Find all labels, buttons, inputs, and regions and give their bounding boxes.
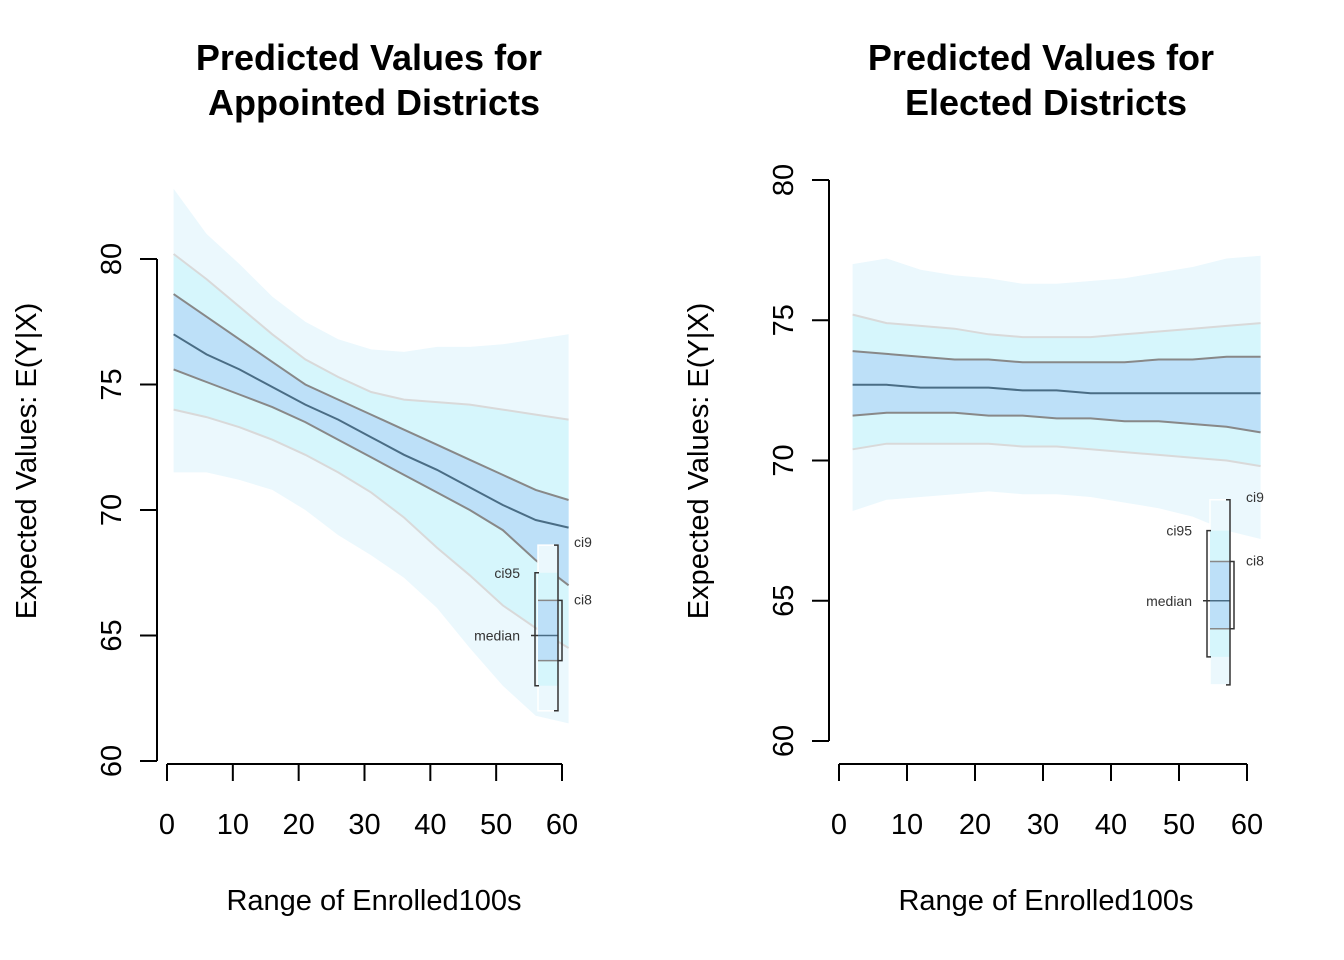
x-tick-label: 40 <box>1095 809 1127 841</box>
legend-ci80-label: ci8 <box>1246 552 1264 568</box>
x-axis-label: Range of Enrolled100s <box>226 885 521 917</box>
legend-median-label: median <box>474 628 520 644</box>
legend: median ci95 ci9 ci8 <box>1146 489 1264 686</box>
legend-ci99-label: ci9 <box>1246 489 1264 505</box>
y-tick-label: 60 <box>96 745 128 777</box>
legend-bracket <box>1206 529 1211 658</box>
x-tick-label: 20 <box>283 809 315 841</box>
x-tick-label: 0 <box>831 809 847 841</box>
chart-title-line1: Predicted Values for <box>868 37 1214 78</box>
x-tick-label: 30 <box>348 809 380 841</box>
y-tick-label: 75 <box>768 304 800 336</box>
ci95-lower-line <box>852 442 1261 468</box>
y-tick-label: 65 <box>96 619 128 651</box>
y-tick-label: 80 <box>768 164 800 196</box>
x-tick-label: 60 <box>546 809 578 841</box>
legend-ci95-label: ci95 <box>1166 523 1192 539</box>
x-tick-label: 10 <box>217 809 249 841</box>
chart-title-line2: Appointed Districts <box>208 82 540 123</box>
plot-area: 60 65 70 75 80 0 10 20 30 40 50 60 median ci95 ci9 ci8 <box>96 188 592 841</box>
x-tick-label: 0 <box>159 809 175 841</box>
legend-ci80-box <box>538 600 558 661</box>
x-tick-label: 40 <box>414 809 446 841</box>
plot-area: 60 65 70 75 80 0 10 20 30 40 50 60 median ci95 ci9 ci8 <box>768 164 1264 841</box>
x-tick-label: 60 <box>1231 809 1263 841</box>
panel-appointed: Predicted Values for Appointed Districts… <box>11 37 592 917</box>
y-tick-label: 70 <box>768 444 800 476</box>
legend-ci99-label: ci9 <box>574 534 592 550</box>
legend-median-label: median <box>1146 593 1192 609</box>
median-line <box>852 383 1261 395</box>
legend-ci95-label: ci95 <box>494 565 520 581</box>
legend-bracket <box>534 572 539 687</box>
ci95-lower-line <box>173 408 570 649</box>
chart-title-line2: Elected Districts <box>905 82 1187 123</box>
legend-bracket <box>1226 499 1231 686</box>
ci80-upper-line <box>173 293 569 501</box>
panel-elected: Predicted Values for Elected Districts 6… <box>683 37 1264 917</box>
y-tick-label: 75 <box>96 368 128 400</box>
y-axis-label: Expected Values: E(Y|X) <box>683 303 715 619</box>
legend-ci80-label: ci8 <box>574 591 592 607</box>
x-axis-label: Range of Enrolled100s <box>898 885 1193 917</box>
x-tick-label: 50 <box>1163 809 1195 841</box>
ci95-upper-line <box>852 313 1261 339</box>
legend-ci80-box <box>1210 561 1230 629</box>
y-axis-label: Expected Values: E(Y|X) <box>11 303 43 619</box>
x-tick-label: 10 <box>891 809 923 841</box>
x-tick-label: 20 <box>959 809 991 841</box>
median-line <box>173 333 569 529</box>
ci80-band <box>173 294 569 586</box>
y-tick-label: 65 <box>768 585 800 617</box>
x-tick-label: 50 <box>480 809 512 841</box>
legend-bracket <box>558 599 563 662</box>
legend: median ci95 ci9 ci8 <box>474 534 592 712</box>
legend-bracket <box>1230 560 1235 630</box>
ci80-lower-line <box>173 368 570 587</box>
legend-bracket <box>554 544 559 712</box>
x-tick-label: 30 <box>1027 809 1059 841</box>
y-tick-label: 70 <box>96 494 128 526</box>
y-tick-label: 60 <box>768 725 800 757</box>
ci80-lower-line <box>852 411 1261 434</box>
ci80-upper-line <box>852 350 1261 364</box>
y-tick-label: 80 <box>96 243 128 275</box>
ci95-upper-line <box>172 253 569 421</box>
chart-title-line1: Predicted Values for <box>196 37 542 78</box>
